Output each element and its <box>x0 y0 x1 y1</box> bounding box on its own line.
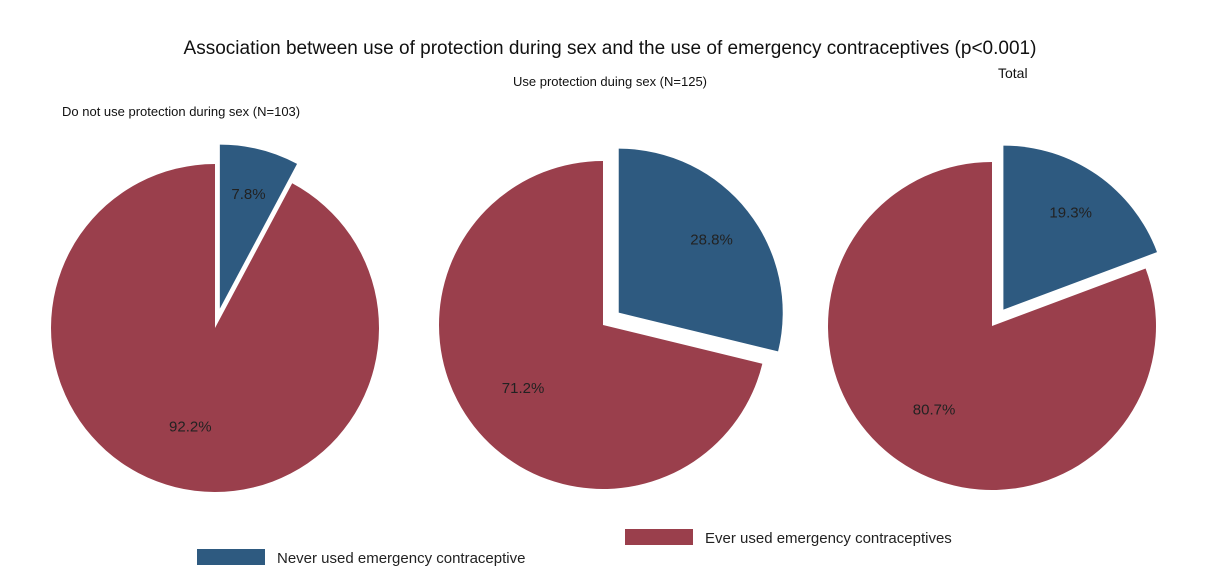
legend: Ever used emergency contraceptives Never… <box>197 529 952 567</box>
pie-3-slice-ever <box>828 162 1157 491</box>
pie-2-label-ever: 71.2% <box>502 380 545 397</box>
pie-title-3: Total <box>998 65 1028 81</box>
legend-swatch-never <box>197 549 265 565</box>
pie-3-slice-never <box>1003 145 1157 310</box>
legend-label-never: Never used emergency contraceptive <box>277 550 525 567</box>
pie-title-2: Use protection duing sex (N=125) <box>513 74 707 89</box>
chart-title: Association between use of protection du… <box>184 38 1037 59</box>
legend-label-ever: Ever used emergency contraceptives <box>705 530 952 547</box>
pie-1-label-never: 7.8% <box>231 186 265 203</box>
pie-2-slice-ever <box>438 161 763 489</box>
pie-1-slice-never <box>219 144 298 309</box>
pie-title-1: Do not use protection during sex (N=103) <box>62 104 300 119</box>
pie-1-label-ever: 92.2% <box>169 419 212 436</box>
pie-3-label-ever: 80.7% <box>913 402 956 419</box>
pie-2-label-never: 28.8% <box>690 232 733 249</box>
pie-3-label-never: 19.3% <box>1049 205 1092 222</box>
legend-swatch-ever <box>625 529 693 545</box>
pie-2-slice-never <box>618 148 783 352</box>
pies-group: 7.8% 92.2% 28.8% 71.2% 19.3% 80.7% <box>50 144 1157 492</box>
pie-1-slice-ever <box>50 164 379 492</box>
